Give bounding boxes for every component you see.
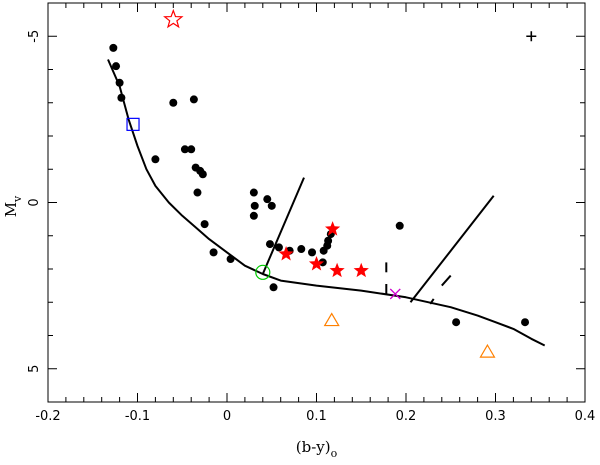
dots-marker <box>200 220 209 229</box>
line-iso-line-1 <box>261 177 305 275</box>
error-cross-marker <box>526 31 537 42</box>
dots-marker <box>209 248 218 257</box>
y-axis-label-main: M <box>2 202 20 217</box>
open-star-marker <box>163 8 184 29</box>
x-tick-label: -0.2 <box>35 409 60 424</box>
dots-marker <box>249 188 258 197</box>
curves <box>107 59 546 347</box>
y-tick-label: -5 <box>27 30 42 43</box>
x-tick-label: 0 <box>223 409 231 424</box>
dots-marker <box>151 155 160 164</box>
red-stars-marker <box>329 262 345 278</box>
line-dash-4 <box>429 298 435 305</box>
dots-marker <box>267 201 276 210</box>
dots-marker <box>180 145 189 154</box>
square-marker <box>126 117 140 131</box>
dots-marker <box>112 62 121 71</box>
y-axis-label: Mv <box>2 195 24 217</box>
x-tick-label: 0.3 <box>485 409 506 424</box>
dots-marker <box>115 78 124 87</box>
dots-marker <box>189 95 198 104</box>
dots-marker <box>269 283 278 292</box>
y-tick-label: 0 <box>27 198 42 206</box>
x-axis-label-main: (b-y) <box>296 438 331 456</box>
dots-marker <box>263 195 272 204</box>
dots-marker <box>226 255 235 264</box>
line-zams <box>107 59 546 347</box>
dots-marker <box>324 236 333 245</box>
x-tick-label: -0.1 <box>125 409 150 424</box>
red-stars-marker <box>325 221 341 236</box>
red-stars-marker <box>278 246 294 261</box>
y-tick-label: 5 <box>27 365 42 373</box>
triangles-marker <box>323 312 340 327</box>
y-axis-label-subscript: v <box>11 195 24 203</box>
dots-marker <box>109 43 118 52</box>
axis-tick-labels: -0.2 -0.1 0 0.1 0.2 0.3 0.4 -5 0 5 <box>27 30 595 424</box>
dots-marker <box>452 318 461 327</box>
axis-ticks <box>47 2 586 403</box>
x-tick-label: 0.2 <box>396 409 417 424</box>
line-iso-line-2 <box>409 195 495 303</box>
x-axis-label-subscript: o <box>331 447 338 460</box>
triangles-marker <box>479 343 496 358</box>
dots-marker <box>250 201 259 210</box>
dots-marker <box>187 145 196 154</box>
dots-marker <box>265 240 274 249</box>
dots-marker <box>117 93 126 102</box>
x-tick-label: 0.1 <box>306 409 327 424</box>
dots-marker <box>169 98 178 107</box>
data-markers <box>109 8 537 358</box>
x-axis-label: (b-y)o <box>296 438 338 460</box>
dots-marker <box>193 188 202 197</box>
dots-marker <box>274 243 283 252</box>
red-stars-marker <box>308 256 325 271</box>
dots-marker <box>395 221 404 230</box>
x-cross-marker <box>389 288 401 300</box>
dots-marker <box>521 318 530 327</box>
dots-marker <box>198 170 207 179</box>
red-stars-marker <box>353 262 369 278</box>
circle-marker <box>255 264 271 280</box>
dots-marker <box>308 248 317 257</box>
dots-marker <box>297 245 306 254</box>
x-tick-label: 0.4 <box>575 409 596 424</box>
dots-marker <box>249 211 258 220</box>
line-dash-3 <box>441 274 452 287</box>
